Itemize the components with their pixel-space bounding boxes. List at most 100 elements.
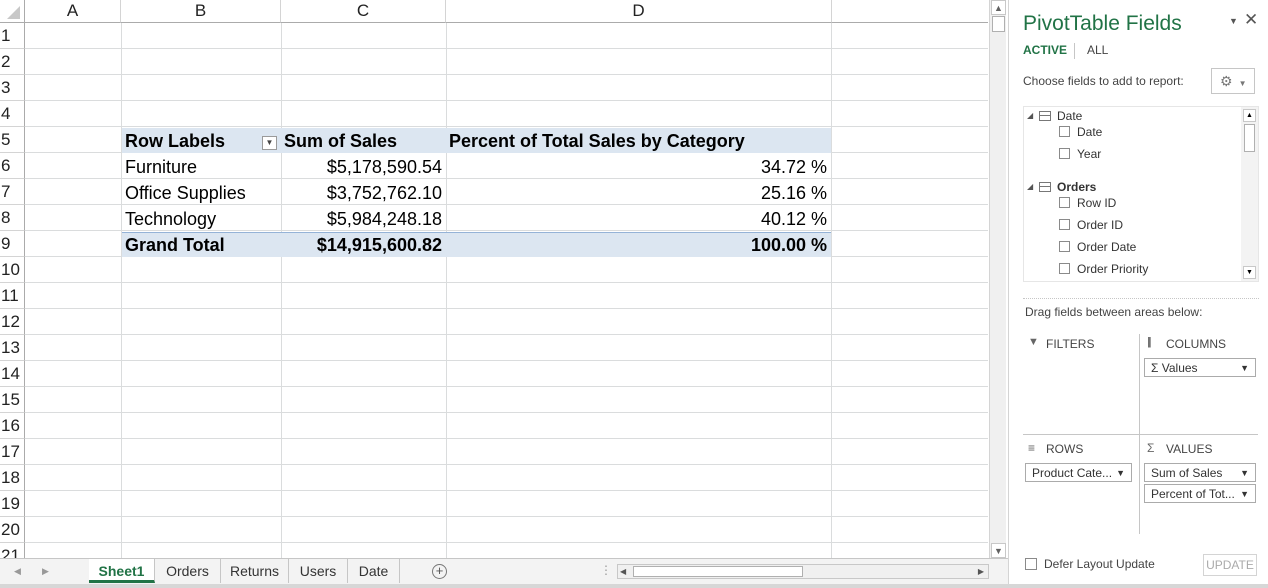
row-header[interactable]: 4 (0, 101, 25, 127)
settings-gear-button[interactable]: ⚙ ▼ (1211, 68, 1255, 94)
columns-values-pill[interactable]: Σ Values ▼ (1144, 358, 1256, 377)
field-checkbox[interactable] (1059, 126, 1070, 137)
field-checkbox[interactable] (1059, 219, 1070, 230)
field-scroll-down-icon[interactable]: ▼ (1243, 266, 1256, 279)
row-header[interactable]: 10 (0, 257, 25, 283)
new-sheet-icon[interactable]: + (432, 564, 447, 579)
tab-scroll-left-icon[interactable]: ◀ (14, 566, 21, 576)
pivot-row-percent[interactable]: 25.16 % (760, 183, 827, 203)
field-label[interactable]: Row ID (1077, 196, 1117, 210)
scroll-down-button[interactable]: ▼ (991, 543, 1006, 558)
row-header[interactable]: 6 (0, 153, 25, 179)
column-header-e[interactable] (832, 0, 988, 23)
scroll-up-button[interactable]: ▲ (991, 0, 1006, 15)
row-header[interactable]: 19 (0, 491, 25, 517)
pivot-row-label[interactable]: Furniture (125, 157, 198, 177)
panel-title: PivotTable Fields (1023, 12, 1182, 35)
pivot-row-percent[interactable]: 40.12 % (760, 209, 827, 229)
values-percent-pill[interactable]: Percent of Tot... ▼ (1144, 484, 1256, 503)
row-header[interactable]: 15 (0, 387, 25, 413)
pivot-row-sales[interactable]: $5,984,248.18 (326, 209, 442, 229)
filters-drop-area[interactable] (1023, 355, 1137, 431)
row-header[interactable]: 14 (0, 361, 25, 387)
field-label[interactable]: Order Date (1077, 240, 1137, 254)
row-header[interactable]: 21 (0, 543, 25, 558)
pivot-grand-total-label[interactable]: Grand Total (125, 235, 225, 255)
h-scroll-right-icon[interactable]: ▶ (977, 567, 984, 576)
field-checkbox[interactable] (1059, 197, 1070, 208)
tab-users[interactable]: Users (289, 559, 348, 583)
tab-date[interactable]: Date (348, 559, 400, 583)
splitter-dots-icon[interactable]: ⋮ (600, 563, 612, 577)
select-all-corner[interactable] (0, 0, 25, 23)
tab-returns[interactable]: Returns (221, 559, 289, 583)
row-header[interactable]: 18 (0, 465, 25, 491)
vertical-scrollbar[interactable]: ▲ ▼ (989, 0, 1006, 558)
panel-options-chevron-icon[interactable]: ▼ (1229, 16, 1238, 26)
spreadsheet-grid[interactable]: A B C D 1 2 3 4 5 6 7 8 9 10 11 12 13 14 15 16 17 18 19 20 2… (0, 0, 988, 558)
columns-area-label: COLUMNS (1166, 337, 1227, 351)
dropdown-arrow-icon[interactable]: ▼ (1240, 489, 1249, 499)
values-sum-of-sales-pill[interactable]: Sum of Sales ▼ (1144, 463, 1256, 482)
column-header-a[interactable]: A (25, 0, 121, 23)
pivot-grand-total-percent[interactable]: 100.00 % (750, 235, 827, 255)
field-label[interactable]: Date (1077, 125, 1103, 139)
field-scroll-thumb[interactable] (1244, 124, 1255, 152)
horizontal-scrollbar[interactable]: ◀ ▶ (617, 564, 989, 579)
column-header-b[interactable]: B (121, 0, 281, 23)
field-list-scrollbar[interactable]: ▲ ▼ (1241, 107, 1258, 281)
update-button[interactable]: UPDATE (1203, 554, 1257, 576)
tab-all[interactable]: ALL (1087, 43, 1109, 57)
row-header[interactable]: 12 (0, 309, 25, 335)
close-icon[interactable]: ✕ (1244, 10, 1259, 29)
field-checkbox[interactable] (1059, 241, 1070, 252)
field-label[interactable]: Order ID (1077, 218, 1124, 232)
row-header[interactable]: 3 (0, 75, 25, 101)
row-header[interactable]: 5 (0, 127, 25, 153)
field-checkbox[interactable] (1059, 148, 1070, 159)
pivot-row-label[interactable]: Technology (125, 209, 217, 229)
expand-arrow-icon[interactable]: ◢ (1027, 111, 1034, 120)
pivot-grand-total-sales[interactable]: $14,915,600.82 (316, 235, 442, 255)
row-header[interactable]: 20 (0, 517, 25, 543)
rows-product-category-pill[interactable]: Product Cate... ▼ (1025, 463, 1132, 482)
pivot-header-percent[interactable]: Percent of Total Sales by Category (449, 131, 745, 151)
h-scroll-left-icon[interactable]: ◀ (620, 567, 627, 576)
pivot-header-sum-of-sales[interactable]: Sum of Sales (284, 131, 398, 151)
scroll-thumb[interactable] (992, 16, 1005, 32)
expand-arrow-icon[interactable]: ◢ (1027, 182, 1034, 191)
h-scroll-thumb[interactable] (633, 566, 803, 577)
row-header[interactable]: 11 (0, 283, 25, 309)
tab-scroll-right-icon[interactable]: ▶ (42, 566, 49, 576)
filter-dropdown-icon[interactable]: ▼ (262, 136, 277, 150)
row-header[interactable]: 1 (0, 23, 25, 49)
pivot-row-label[interactable]: Office Supplies (125, 183, 246, 203)
pivot-header-row-labels[interactable]: Row Labels (125, 131, 226, 151)
row-header[interactable]: 13 (0, 335, 25, 361)
dropdown-arrow-icon[interactable]: ▼ (1240, 363, 1249, 373)
field-group-date[interactable]: Date (1057, 109, 1083, 123)
field-label[interactable]: Year (1077, 147, 1102, 161)
row-header[interactable]: 17 (0, 439, 25, 465)
field-label[interactable]: Order Priority (1077, 262, 1149, 276)
field-scroll-up-icon[interactable]: ▲ (1243, 109, 1256, 122)
tab-sheet1[interactable]: Sheet1 (89, 559, 155, 583)
dropdown-arrow-icon[interactable]: ▼ (1240, 468, 1249, 478)
field-list[interactable]: ◢ Date Date Year ◢ Orders Row ID Order I… (1023, 106, 1259, 282)
field-group-orders[interactable]: Orders (1057, 180, 1097, 194)
pivot-row-percent[interactable]: 34.72 % (760, 157, 827, 177)
field-checkbox[interactable] (1059, 263, 1070, 274)
column-header-d[interactable]: D (446, 0, 832, 23)
row-header[interactable]: 8 (0, 205, 25, 231)
row-header[interactable]: 16 (0, 413, 25, 439)
defer-layout-checkbox[interactable] (1025, 558, 1037, 570)
column-header-c[interactable]: C (281, 0, 446, 23)
tab-orders[interactable]: Orders (155, 559, 221, 583)
row-header[interactable]: 7 (0, 179, 25, 205)
pivot-row-sales[interactable]: $5,178,590.54 (326, 157, 442, 177)
dropdown-arrow-icon[interactable]: ▼ (1116, 468, 1125, 478)
pivot-row-sales[interactable]: $3,752,762.10 (326, 183, 442, 203)
row-header[interactable]: 2 (0, 49, 25, 75)
row-header[interactable]: 9 (0, 231, 25, 257)
tab-active[interactable]: ACTIVE (1023, 43, 1068, 57)
